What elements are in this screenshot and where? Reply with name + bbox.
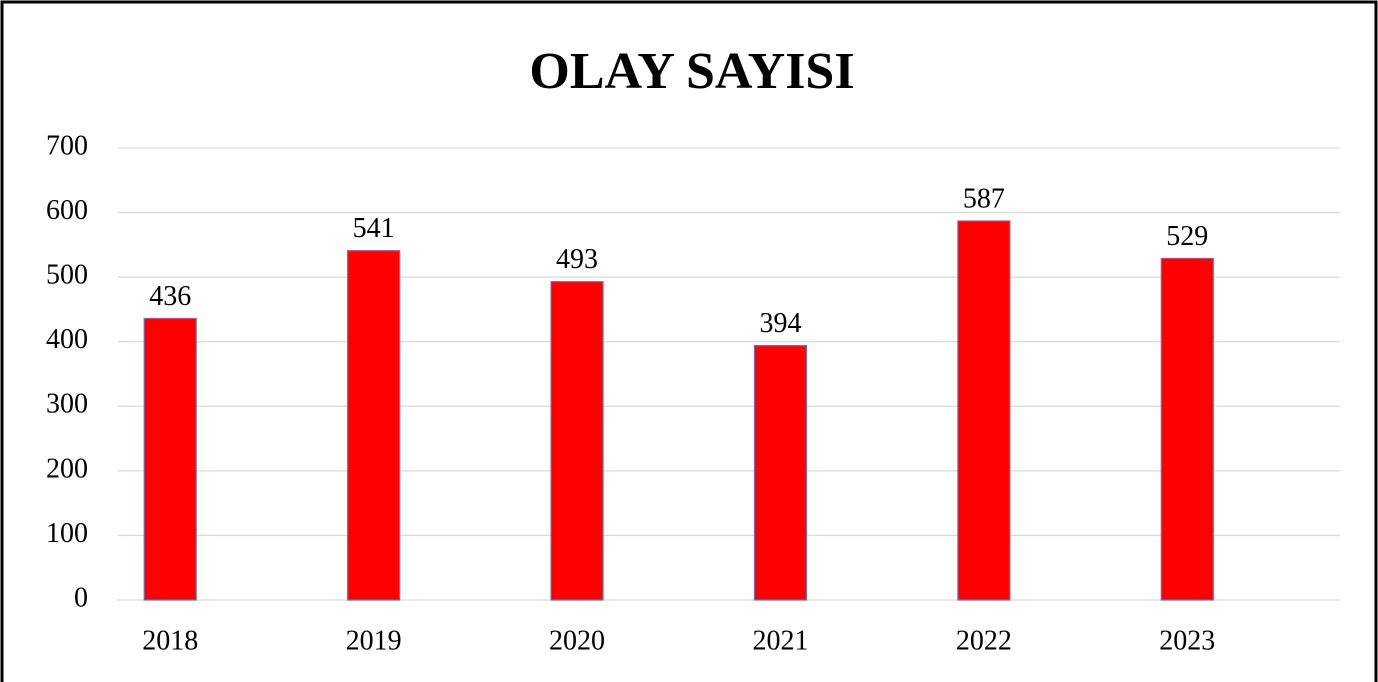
y-tick-label: 0	[74, 582, 88, 613]
bar	[550, 281, 604, 601]
y-tick-label: 500	[46, 260, 88, 291]
data-label: 529	[1166, 221, 1208, 252]
y-tick-label: 700	[46, 130, 88, 161]
y-tick-label: 300	[46, 389, 88, 420]
y-tick-label: 100	[46, 518, 88, 549]
y-tick-label: 600	[46, 195, 88, 226]
data-label: 436	[149, 281, 191, 312]
x-tick-label: 2018	[142, 625, 198, 656]
x-tick-label: 2021	[752, 625, 808, 656]
data-label: 587	[963, 183, 1005, 214]
data-label: 541	[353, 213, 395, 244]
bar	[957, 220, 1011, 601]
bar	[143, 317, 197, 601]
y-tick-label: 200	[46, 453, 88, 484]
x-tick-label: 2023	[1159, 625, 1215, 656]
y-tick-label: 400	[46, 324, 88, 355]
bar	[753, 344, 808, 601]
x-tick-label: 2019	[346, 625, 402, 656]
x-tick-label: 2022	[956, 625, 1012, 656]
data-label: 493	[556, 244, 598, 275]
bar	[1160, 257, 1214, 601]
x-tick-label: 2020	[549, 625, 605, 656]
bar	[347, 250, 401, 601]
data-label: 394	[759, 308, 801, 339]
chart-title: OLAY SAYISI	[529, 43, 854, 100]
